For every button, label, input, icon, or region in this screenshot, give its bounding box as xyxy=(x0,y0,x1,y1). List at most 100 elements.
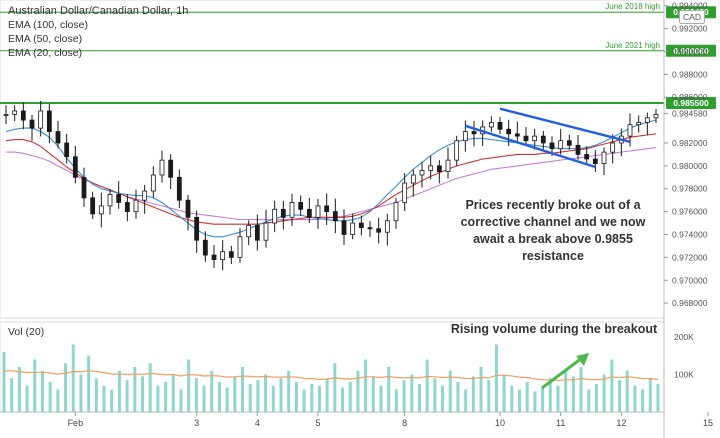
volume-bar xyxy=(410,374,414,412)
candle-body xyxy=(601,151,607,164)
volume-bar xyxy=(464,389,468,412)
candle-body xyxy=(72,156,78,178)
volume-bar xyxy=(494,344,498,412)
time-tick-label: 3 xyxy=(194,418,199,428)
candle-body xyxy=(272,208,278,224)
volume-bar xyxy=(225,387,229,412)
volume-bar xyxy=(271,385,275,412)
candle-body xyxy=(3,113,9,116)
volume-bar xyxy=(379,385,383,412)
volume-bar xyxy=(179,389,183,412)
volume-bar xyxy=(641,389,645,412)
candle-body xyxy=(358,222,364,229)
candle-body xyxy=(584,154,590,160)
volume-bar xyxy=(156,385,160,412)
volume-bar xyxy=(541,387,545,412)
candle-body xyxy=(488,121,494,128)
channel-upper-line xyxy=(499,107,631,144)
volume-bar xyxy=(210,370,214,412)
volume-bar xyxy=(602,374,606,412)
volume-bar xyxy=(194,378,198,412)
candle-body xyxy=(523,135,529,142)
currency-badge[interactable]: CAD xyxy=(679,10,705,24)
candle-body xyxy=(168,159,174,178)
volume-bar xyxy=(625,370,629,412)
volume-bar xyxy=(364,359,368,412)
candle-body xyxy=(176,176,182,201)
channel-annotation: Prices recently broke out of a correctiv… xyxy=(460,198,646,263)
candle-body xyxy=(627,124,633,137)
volume-bar xyxy=(510,385,514,412)
candlesticks xyxy=(3,100,659,271)
volume-bar xyxy=(587,389,591,412)
price-tick-label: 0.974000 xyxy=(672,229,708,239)
price-tick-label: 0.970000 xyxy=(672,275,708,285)
candle-body xyxy=(202,239,208,256)
volume-annotation: Rising volume during the breakout xyxy=(450,322,658,336)
candle-body xyxy=(532,135,538,142)
candle-body xyxy=(150,174,156,192)
volume-bar xyxy=(233,376,237,412)
volume-bar xyxy=(618,380,622,412)
volume-arrow xyxy=(541,353,589,390)
volume-bar xyxy=(40,370,44,412)
volume-bar xyxy=(648,378,652,412)
volume-label: Vol (20) xyxy=(8,326,45,338)
price-tick-label: 0.994000 xyxy=(672,1,708,11)
candle-body xyxy=(29,119,35,129)
volume-bar xyxy=(94,378,98,412)
candle-body xyxy=(558,140,564,150)
candle-body xyxy=(306,208,312,218)
volume-bar xyxy=(564,370,568,412)
volume-bar xyxy=(171,374,175,412)
level-price-tag xyxy=(666,96,716,109)
level-price-text: 0.990060 xyxy=(673,46,709,56)
candle-body xyxy=(116,194,122,203)
candle-body xyxy=(445,159,451,172)
candle-body xyxy=(514,133,520,137)
volume-bar xyxy=(287,370,291,412)
candle-body xyxy=(315,205,321,218)
legend-ema20: EMA (20, close) xyxy=(8,47,83,59)
candle-body xyxy=(159,159,165,176)
candle-body xyxy=(436,165,442,172)
volume-bar xyxy=(217,382,221,412)
price-tick-label: 0.980000 xyxy=(672,161,708,171)
legend-title: Australian Dollar/Canadian Dollar, 1h xyxy=(8,5,189,17)
candle-body xyxy=(497,121,503,130)
volume-bar xyxy=(387,367,391,412)
volume-bar xyxy=(248,383,252,412)
candle-body xyxy=(332,211,338,222)
volume-bar xyxy=(479,367,483,412)
volume-bar xyxy=(656,383,660,412)
volume-bar xyxy=(48,382,52,412)
ema-lines xyxy=(5,119,657,238)
price-tick-label: 0.968000 xyxy=(672,298,708,308)
volume-bar xyxy=(594,383,598,412)
candle-body xyxy=(636,121,642,126)
time-tick-label: 8 xyxy=(402,418,407,428)
price-tick-label: 0.986000 xyxy=(672,92,708,102)
candle-body xyxy=(98,205,104,215)
volume-bar xyxy=(525,382,529,412)
volume-bar xyxy=(187,359,191,412)
volume-bar xyxy=(71,344,75,412)
volume-bar xyxy=(256,380,260,412)
candle-body xyxy=(228,251,234,258)
ema20-line xyxy=(5,119,657,238)
volume-bar xyxy=(425,359,429,412)
volume-bar xyxy=(348,382,352,412)
volume-bar xyxy=(87,355,91,412)
candle-body xyxy=(280,208,286,218)
volume-bar xyxy=(140,376,144,412)
volume-bar xyxy=(456,382,460,412)
candle-body xyxy=(566,140,572,146)
price-tick-label: 0.978000 xyxy=(672,184,708,194)
candle-body xyxy=(12,110,18,115)
candle-body xyxy=(194,216,200,241)
volume-bar xyxy=(433,378,437,412)
legend-ema100: EMA (100, close) xyxy=(8,19,88,31)
volume-bar xyxy=(448,370,452,412)
